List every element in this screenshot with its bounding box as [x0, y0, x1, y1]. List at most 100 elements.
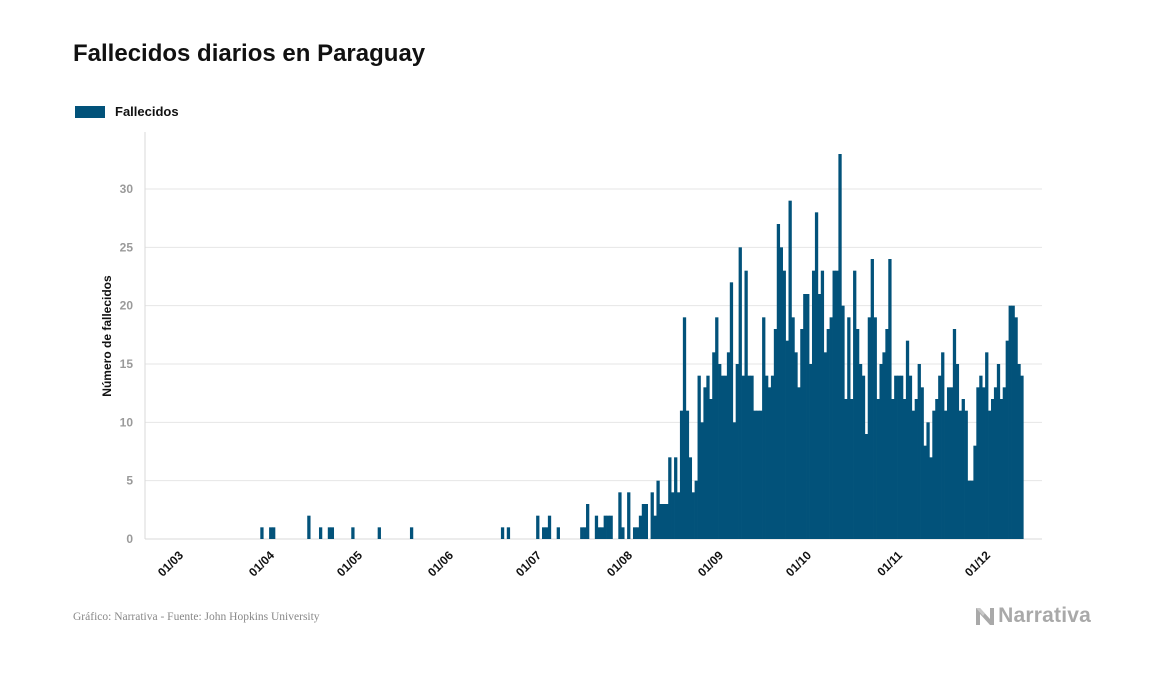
bar — [770, 375, 775, 539]
bar — [729, 282, 734, 539]
bar — [914, 399, 918, 539]
bar — [782, 270, 786, 539]
bar — [926, 422, 930, 539]
bar — [586, 504, 590, 539]
chart-title: Fallecidos diarios en Paraguay — [73, 40, 426, 67]
bar — [621, 527, 625, 539]
bar — [879, 364, 883, 539]
bar — [885, 329, 889, 539]
bar — [853, 270, 857, 539]
bar — [873, 317, 877, 539]
bar — [990, 399, 995, 539]
y-axis-title: Número de fallecidos — [100, 275, 114, 397]
bar — [671, 492, 675, 539]
bar — [656, 480, 660, 539]
bar — [861, 375, 866, 539]
bar — [583, 527, 587, 539]
bar — [894, 375, 898, 539]
bar — [979, 375, 983, 539]
bar — [923, 445, 927, 539]
bar — [803, 294, 807, 539]
bar — [888, 259, 892, 539]
bar — [858, 364, 863, 539]
bar — [785, 340, 789, 539]
y-tick-label: 10 — [120, 415, 134, 429]
x-tick-label: 01/07 — [513, 548, 544, 579]
bar — [703, 387, 707, 539]
bar — [594, 515, 599, 539]
bar — [935, 399, 939, 539]
x-tick-label: 01/10 — [783, 548, 814, 579]
bar — [536, 515, 540, 539]
bar — [691, 492, 695, 539]
bar — [929, 457, 933, 539]
bar — [838, 154, 842, 539]
bar — [609, 515, 613, 539]
bar — [850, 399, 854, 539]
bar — [946, 387, 951, 539]
bar — [685, 410, 690, 539]
bar — [970, 480, 974, 539]
bars-series-fallecidos — [260, 154, 1024, 540]
bar — [318, 527, 323, 539]
bar — [556, 527, 560, 539]
bar — [638, 515, 643, 539]
bar — [779, 247, 783, 540]
bar — [891, 399, 895, 539]
bar — [809, 364, 813, 539]
legend: Fallecidos — [75, 104, 179, 119]
bar — [814, 212, 819, 540]
bar — [1005, 340, 1009, 539]
bar — [864, 434, 869, 539]
bar — [351, 527, 355, 539]
legend-label: Fallecidos — [115, 104, 179, 119]
bar — [820, 270, 825, 539]
bar — [697, 375, 701, 539]
brand-name: Narrativa — [998, 604, 1091, 627]
bar — [650, 492, 654, 539]
bar — [260, 527, 264, 539]
bar — [272, 527, 276, 539]
bar — [1002, 387, 1007, 539]
bar — [500, 527, 505, 539]
bar — [744, 270, 748, 539]
brand: Narrativa — [974, 604, 1091, 628]
bar — [800, 329, 804, 539]
bar — [941, 352, 945, 539]
bar — [776, 224, 781, 539]
bar — [917, 364, 921, 539]
bar — [938, 375, 942, 539]
bar — [641, 504, 646, 539]
bar — [753, 410, 757, 539]
bar — [867, 317, 872, 539]
bar — [876, 399, 880, 539]
bar — [996, 364, 1001, 539]
bar — [718, 364, 722, 539]
bar — [988, 410, 992, 539]
bar — [759, 410, 763, 539]
bar — [835, 270, 839, 539]
bar — [662, 504, 666, 539]
bar — [976, 387, 980, 539]
bar — [902, 399, 907, 539]
bar — [269, 527, 273, 539]
bar — [632, 527, 637, 539]
x-tick-label: 01/09 — [695, 548, 726, 579]
bar — [932, 410, 936, 539]
y-tick-label: 20 — [120, 299, 134, 313]
bar — [829, 317, 833, 539]
bar — [1014, 317, 1018, 539]
bar — [844, 399, 848, 539]
bar — [603, 515, 607, 539]
y-tick-label: 30 — [120, 182, 134, 196]
bar — [920, 387, 924, 539]
bar — [668, 457, 672, 539]
bar — [762, 317, 766, 539]
bar — [706, 375, 710, 539]
x-tick-label: 01/03 — [155, 548, 186, 579]
bar — [788, 200, 792, 539]
bar — [542, 527, 546, 539]
bar — [738, 247, 742, 540]
bar — [952, 329, 957, 539]
bar — [547, 515, 552, 539]
